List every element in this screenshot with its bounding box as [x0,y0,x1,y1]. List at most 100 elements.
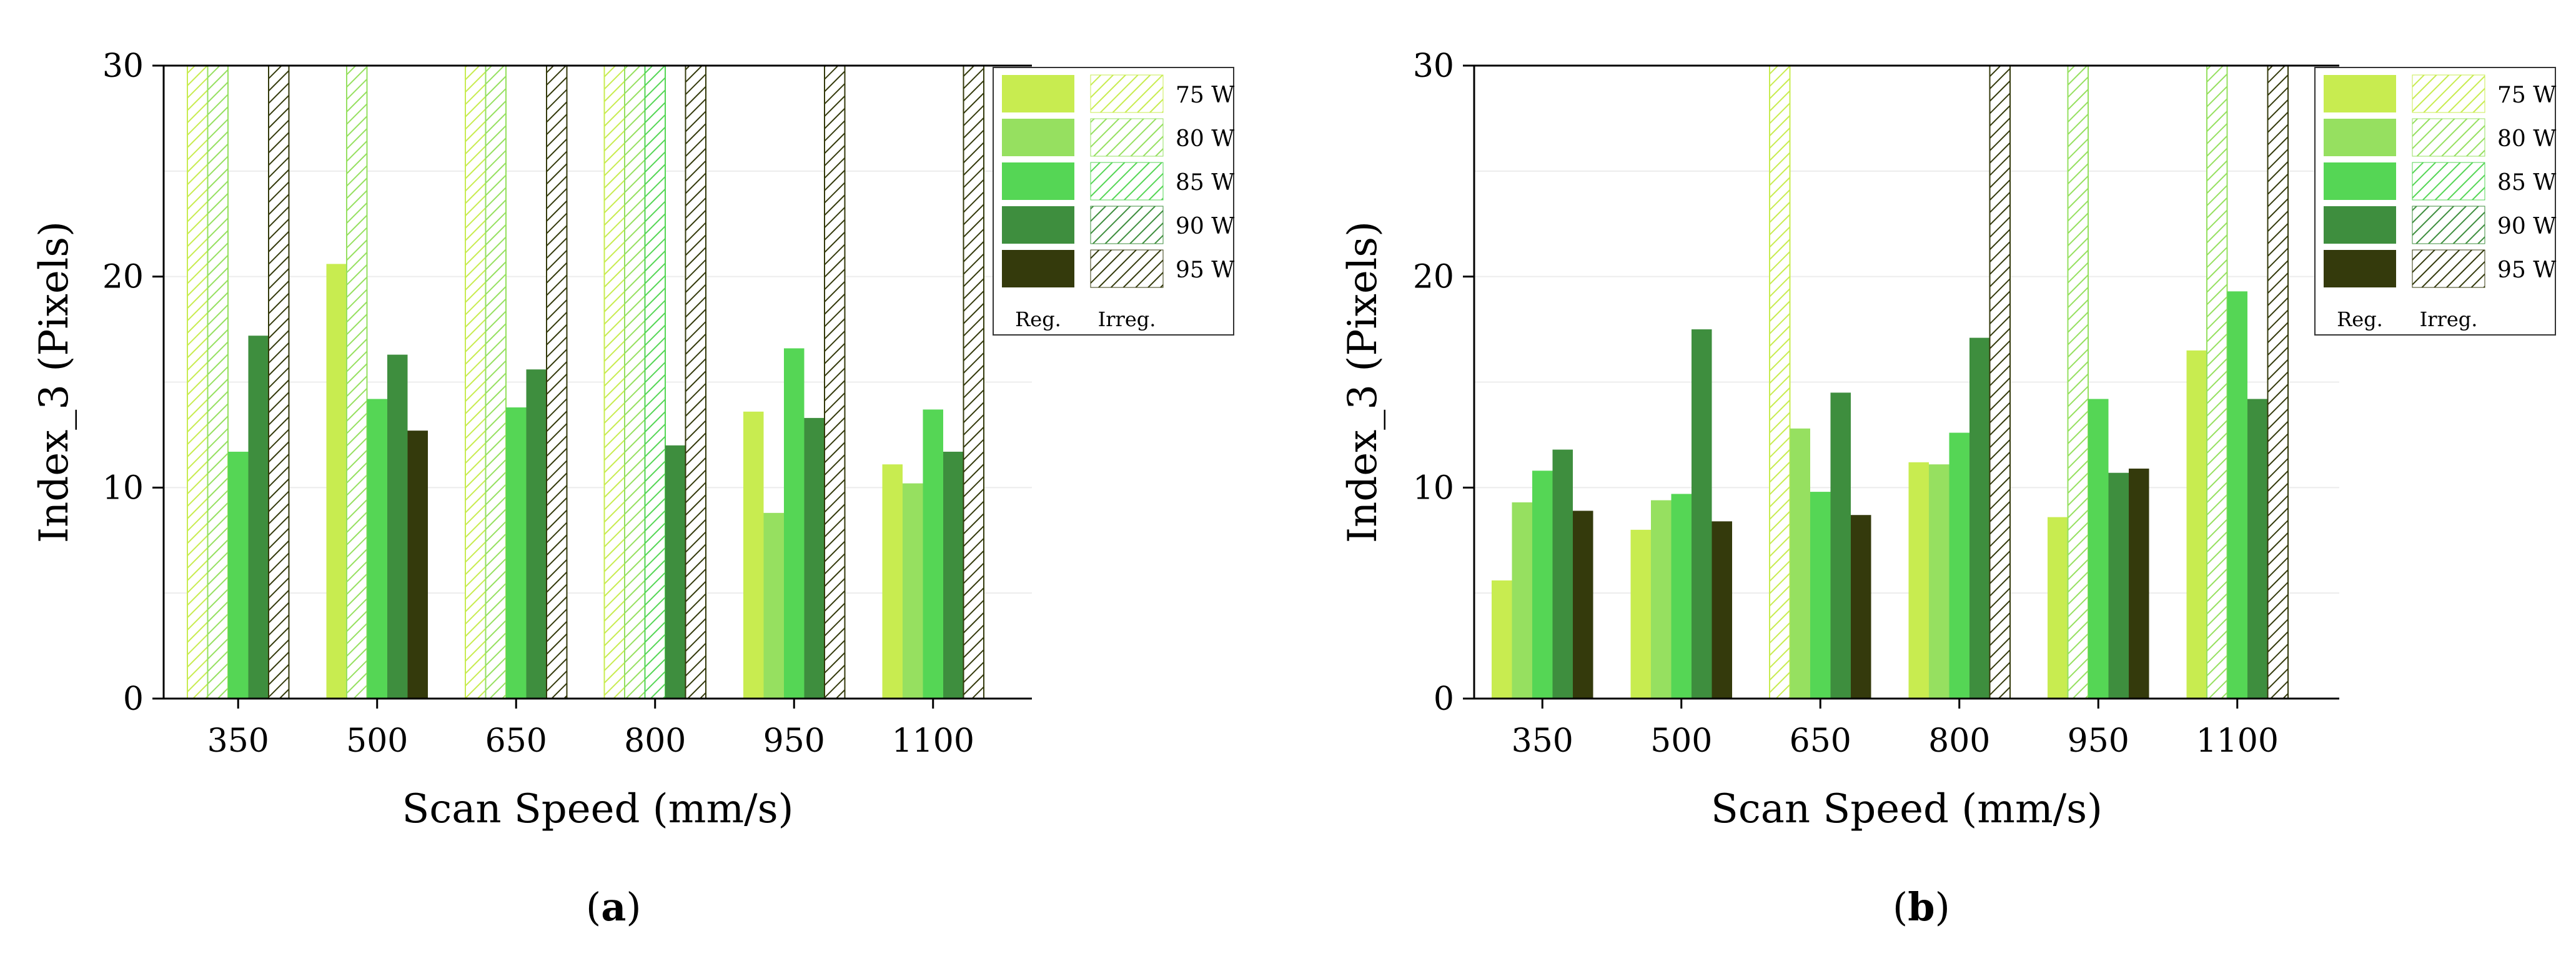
panel-b-bar-80-w-350 [1512,502,1532,699]
panel-a-legend-swatch-regular-90-w [1002,206,1074,244]
panel-b-legend-label-90-w: 90 W [2497,214,2556,239]
panel-a-bar-95-w-800-irregular [685,65,706,699]
panel-b-legend-swatch-irregular-75-w [2412,74,2485,113]
panel-b-y-axis-title: Index_3 (Pixels) [1340,221,1386,543]
panel-a-legend-regular-label: Reg. [1015,307,1061,331]
panel-a-x-tick-label: 500 [346,722,408,760]
panel-a-bar-80-w-500-irregular [346,65,368,699]
panel-b-x-tick-label: 350 [1512,722,1573,760]
panel-a-y-tick-label: 10 [102,469,144,507]
panel-b-y-tick-label: 0 [1434,680,1454,718]
panel-b-bar-95-w-1100-irregular [2267,65,2289,699]
panel-b-bar-90-w-950 [2108,472,2129,699]
panel-a-bar-80-w-350-irregular [207,65,229,699]
chart-panel-a: 350 500 650 800 950 1100 0 10 20 30 Scan Speed (mm… [31,47,1234,832]
panel-b-bar-85-w-800 [1949,432,1969,699]
panel-b-bar-95-w-350 [1573,510,1593,699]
panel-b-bar-75-w-950 [2048,517,2068,699]
panel-a-bar-95-w-950-irregular [824,65,846,699]
panel-b-legend-label-95-w: 95 W [2497,257,2556,283]
panel-a-legend-swatch-irregular-90-w [1090,206,1164,244]
panel-b-bar-90-w-650 [1830,392,1851,699]
panel-a-legend-swatch-irregular-85-w [1090,162,1164,201]
panel-b-legend-label-80-w: 80 W [2497,126,2556,152]
panel-b-x-axis-title: Scan Speed (mm/s) [1711,786,2103,832]
panel-b-legend-swatch-regular-85-w [2324,162,2396,200]
panel-b-bar-90-w-350 [1552,449,1573,699]
panel-label-a: (a) [586,884,642,930]
panel-a-legend-swatch-irregular-80-w [1090,118,1164,157]
panel-a-bar-80-w-950 [763,512,784,699]
panel-b-bar-85-w-650 [1810,492,1831,699]
panel-b-bar-85-w-350 [1532,471,1553,699]
panel-a-bar-80-w-1100 [903,483,923,699]
panel-b-bar-75-w-500 [1630,529,1651,699]
panel-b-bar-80-w-800 [1929,464,1949,699]
panel-a-legend-label-75-w: 75 W [1176,82,1234,108]
panel-a-bar-95-w-350-irregular [268,65,290,699]
panel-a-legend-swatch-irregular-95-w [1090,249,1164,288]
panel-b-legend-swatch-irregular-85-w [2412,162,2485,201]
panel-a-bar-85-w-350 [228,451,249,699]
panel-b-y-tick-label: 20 [1413,259,1454,296]
panel-a-bar-90-w-1100 [943,451,964,699]
panel-b-bar-75-w-650-irregular [1769,65,1791,699]
panel-b-y-tick-label: 10 [1413,469,1454,507]
panel-b-bar-85-w-1100 [2227,291,2247,699]
panel-a-bar-95-w-500 [407,431,428,699]
panel-a-x-tick-label: 950 [763,722,825,760]
panel-b-bar-80-w-1100-irregular [2206,65,2228,699]
panel-b-x-tick-label: 800 [1928,722,1990,760]
panel-a-bar-80-w-800-irregular [624,65,646,699]
panel-a-bar-85-w-500 [367,399,387,699]
panel-a-bar-85-w-1100 [923,409,943,699]
panel-b-bar-95-w-800-irregular [1989,65,2011,699]
panel-b-bar-80-w-500 [1651,500,1672,699]
panel-b-legend-label-85-w: 85 W [2497,170,2556,196]
panel-b-x-tick-label: 500 [1650,722,1712,760]
panel-b-bar-75-w-1100 [2186,350,2207,699]
panel-b-legend-swatch-regular-80-w [2324,119,2396,156]
panel-label-b: (b) [1893,884,1950,930]
panel-a-legend-label-95-w: 95 W [1176,257,1234,283]
panel-a-bar-75-w-950 [743,411,764,699]
panel-b-legend-label-75-w: 75 W [2497,82,2556,108]
panel-b-legend-irregular-label: Irreg. [2420,307,2478,331]
panel-a-y-axis-title: Index_3 (Pixels) [31,221,77,543]
panel-b-bar-95-w-950 [2129,468,2149,699]
panel-b-legend-swatch-regular-75-w [2324,75,2396,112]
panel-b-legend-swatch-irregular-95-w [2412,249,2485,288]
panel-a-x-tick-label: 1100 [892,722,974,760]
panel-a-bar-90-w-350 [248,336,269,699]
panel-b-bar-85-w-950 [2088,399,2109,699]
panel-a-legend-label-85-w: 85 W [1176,170,1234,196]
panel-a-y-tick-label: 30 [102,47,144,85]
panel-a-bar-85-w-800-irregular [644,65,666,699]
panel-a-y-tick-label: 0 [123,680,144,718]
panel-a-bar-80-w-650-irregular [485,65,507,699]
panel-a-bar-90-w-950 [804,417,825,699]
panel-b-x-tick-label: 1100 [2196,722,2279,760]
panel-b-bar-95-w-650 [1851,515,1871,699]
panel-a-legend-irregular-label: Irreg. [1098,307,1156,331]
panel-a-legend-swatch-regular-75-w [1002,75,1074,112]
panel-a-legend-swatch-regular-85-w [1002,162,1074,200]
panel-b-bar-85-w-500 [1671,494,1692,699]
panel-b-bar-95-w-500 [1712,521,1732,699]
panel-a-bar-75-w-650-irregular [465,65,487,699]
panel-a-x-axis-title: Scan Speed (mm/s) [402,786,794,832]
panel-a-legend-swatch-regular-80-w [1002,119,1074,156]
panel-b-legend-swatch-irregular-80-w [2412,118,2485,157]
panel-a-bar-90-w-500 [387,354,408,699]
panel-a-bar-90-w-650 [526,369,547,699]
panel-b-bar-80-w-650 [1790,428,1810,699]
panel-a-legend-label-80-w: 80 W [1176,126,1234,152]
panel-a-bar-85-w-950 [784,348,805,699]
panel-a-legend: 75 W 80 W 85 W 90 W 95 W Reg. Irreg. [993,67,1234,336]
panel-b-bar-80-w-950-irregular [2067,65,2089,699]
panel-a-bar-75-w-800-irregular [603,65,625,699]
panel-b-legend-regular-label: Reg. [2337,307,2383,331]
panel-a-legend-swatch-irregular-75-w [1090,74,1164,113]
panel-a-bar-75-w-1100 [882,464,903,699]
